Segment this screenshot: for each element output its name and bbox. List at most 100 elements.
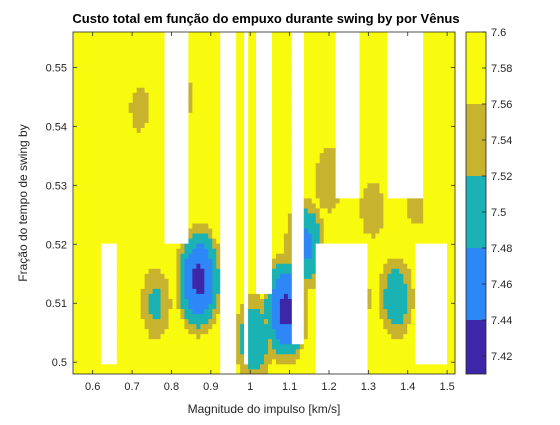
contour-cell — [343, 32, 348, 38]
contour-cell — [323, 97, 329, 103]
contour-cell — [264, 278, 269, 284]
contour-cell — [112, 323, 118, 330]
contour-cell — [331, 258, 337, 264]
contour-cell — [156, 162, 161, 169]
contour-cell — [132, 273, 138, 279]
contour-cell — [295, 353, 301, 360]
contour-cell — [132, 263, 138, 269]
contour-cell — [264, 107, 269, 113]
contour-cell — [299, 92, 305, 98]
contour-cell — [92, 152, 98, 159]
contour-cell — [319, 197, 325, 204]
contour-cell — [347, 338, 352, 345]
contour-cell — [287, 273, 293, 279]
contour-cell — [168, 162, 173, 169]
contour-cell — [80, 273, 86, 279]
contour-cell — [204, 203, 209, 209]
contour-cell — [260, 147, 265, 154]
contour-cell — [343, 62, 348, 68]
contour-cell — [124, 192, 130, 199]
contour-cell — [291, 338, 297, 345]
contour-cell — [116, 248, 122, 254]
contour-cell — [164, 248, 169, 254]
contour-cell — [228, 157, 233, 164]
contour-cell — [192, 238, 197, 244]
contour-cell — [232, 303, 237, 310]
contour-cell — [128, 127, 134, 133]
contour-cell — [120, 112, 126, 118]
contour-cell — [252, 273, 257, 279]
contour-cell — [244, 47, 249, 53]
contour-cell — [240, 258, 245, 264]
contour-cell — [287, 218, 293, 224]
contour-cell — [84, 37, 90, 43]
contour-cell — [248, 243, 253, 249]
contour-cell — [228, 97, 233, 103]
contour-cell — [295, 368, 301, 374]
contour-cell — [196, 57, 201, 63]
contour-cell — [108, 323, 114, 330]
contour-cell — [180, 358, 185, 365]
contour-cell — [271, 37, 277, 43]
contour-cell — [311, 293, 317, 299]
contour-cell — [152, 323, 157, 330]
contour-cell — [204, 52, 209, 58]
contour-cell — [188, 172, 193, 179]
contour-cell — [331, 313, 337, 320]
contour-cell — [307, 107, 313, 113]
contour-cell — [327, 348, 333, 355]
contour-cell — [104, 358, 110, 365]
contour-cell — [116, 107, 122, 113]
contour-cell — [148, 47, 153, 53]
contour-cell — [184, 62, 189, 68]
contour-cell — [319, 258, 325, 264]
contour-cell — [359, 338, 364, 345]
contour-cell — [295, 197, 301, 204]
contour-cell — [287, 328, 293, 335]
contour-cell — [331, 117, 337, 123]
contour-cell — [343, 348, 348, 355]
contour-cell — [176, 177, 181, 184]
contour-cell — [132, 152, 138, 159]
contour-cell — [351, 147, 356, 154]
contour-cell — [212, 323, 217, 330]
contour-cell — [180, 37, 185, 43]
contour-cell — [236, 283, 241, 289]
contour-cell — [287, 87, 293, 93]
contour-cell — [343, 333, 348, 340]
contour-cell — [339, 162, 344, 169]
contour-cell — [104, 223, 110, 229]
contour-cell — [196, 228, 201, 234]
contour-cell — [116, 187, 122, 194]
contour-cell — [148, 303, 153, 310]
contour-cell — [104, 273, 110, 279]
contour-cell — [232, 37, 237, 43]
contour-cell — [299, 248, 305, 254]
contour-cell — [347, 303, 352, 310]
contour-cell — [271, 358, 277, 365]
contour-cell — [275, 248, 281, 254]
contour-cell — [311, 107, 317, 113]
contour-cell — [347, 203, 352, 209]
contour-cell — [148, 343, 153, 350]
contour-cell — [248, 187, 253, 194]
contour-cell — [148, 42, 153, 48]
contour-cell — [148, 338, 153, 345]
contour-cell — [140, 177, 146, 184]
contour-cell — [176, 238, 181, 244]
contour-cell — [220, 248, 225, 254]
contour-cell — [96, 72, 102, 78]
contour-cell — [252, 72, 257, 78]
contour-cell — [140, 62, 146, 68]
contour-cell — [291, 323, 297, 330]
contour-cell — [244, 72, 249, 78]
contour-cell — [140, 72, 146, 78]
contour-cell — [140, 87, 146, 93]
contour-cell — [148, 92, 153, 98]
contour-cell — [196, 42, 201, 48]
contour-cell — [84, 288, 90, 294]
contour-cell — [168, 203, 173, 209]
contour-cell — [144, 203, 150, 209]
contour-cell — [176, 147, 181, 154]
contour-cell — [148, 223, 153, 229]
